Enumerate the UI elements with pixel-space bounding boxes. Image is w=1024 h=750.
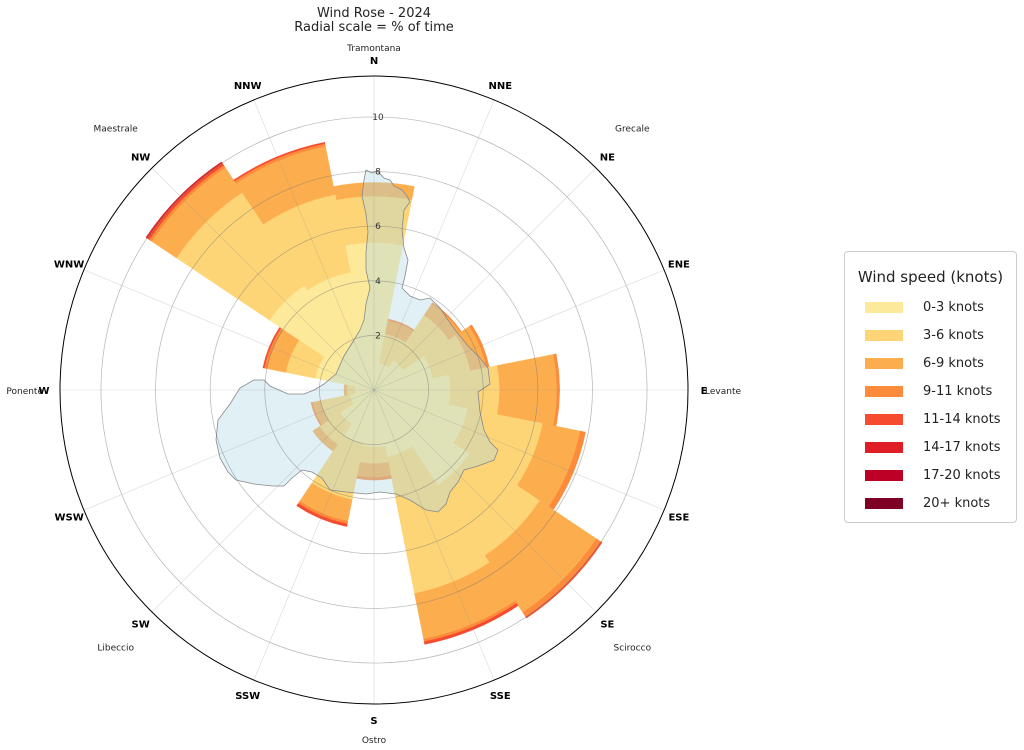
- spoke-line: [373, 389, 597, 613]
- terrain-silhouette: [215, 169, 499, 513]
- wind-name-maestrale: Maestrale: [94, 125, 139, 135]
- legend-item: 20+ knots: [865, 494, 1015, 514]
- wind-name-ostro: Ostro: [362, 736, 387, 746]
- direction-label-ssw: SSW: [235, 691, 260, 702]
- radial-tick-label: 8: [375, 168, 381, 178]
- spoke-line: [83, 389, 375, 511]
- radial-tick-label: 10: [372, 113, 384, 123]
- direction-label-sw: SW: [132, 619, 150, 630]
- bar-sw-bin-3: [312, 426, 338, 452]
- spoke-line: [83, 269, 375, 391]
- legend-swatch: [865, 330, 903, 341]
- grid-circle: [100, 116, 648, 664]
- direction-label-nw: NW: [131, 153, 150, 164]
- wind-name-grecale: Grecale: [615, 125, 650, 135]
- spoke-line: [373, 99, 495, 391]
- legend-label: 17-20 knots: [923, 468, 1001, 483]
- radial-tick-label: 2: [375, 331, 381, 341]
- wind-name-tramontana: Tramontana: [346, 44, 401, 54]
- direction-label-s: S: [370, 716, 377, 727]
- legend-label: 6-9 knots: [923, 356, 984, 371]
- legend-item: 11-14 knots: [865, 410, 1015, 430]
- spoke-line: [151, 167, 375, 391]
- direction-label-nne: NNE: [489, 81, 513, 92]
- wind-name-levante: Levante: [705, 387, 741, 397]
- direction-label-ene: ENE: [668, 260, 690, 271]
- legend-item: 6-9 knots: [865, 354, 1015, 374]
- direction-label-wnw: WNW: [54, 260, 84, 271]
- legend-label: 0-3 knots: [923, 300, 984, 315]
- direction-label-wsw: WSW: [54, 512, 83, 523]
- bar-n-bin-3: [333, 182, 415, 201]
- legend-label: 20+ knots: [923, 496, 991, 511]
- axis-labels: 2 4 6 8 10 N NNE NE ENE E ESE SE SSE S SSW SW WSW W WNW NW N…: [6, 44, 741, 746]
- legend-label: 14-17 knots: [923, 440, 1001, 455]
- legend-swatch: [865, 302, 903, 313]
- chart-subtitle: Radial scale = % of time: [294, 20, 453, 35]
- radial-tick-label: 4: [375, 277, 381, 287]
- direction-label-nnw: NNW: [234, 81, 262, 92]
- radial-tick-label: 6: [375, 222, 381, 232]
- legend-title: Wind speed (knots): [857, 268, 1004, 286]
- legend: Wind speed (knots) 0-3 knots 3-6 knots 6-9…: [844, 251, 1017, 523]
- legend-label: 9-11 knots: [923, 384, 993, 399]
- spoke-line: [373, 389, 665, 511]
- direction-label-n: N: [370, 56, 378, 67]
- legend-item: 14-17 knots: [865, 438, 1015, 458]
- chart-title: Wind Rose - 2024: [317, 6, 431, 21]
- legend-item: 0-3 knots: [865, 298, 1015, 318]
- legend-item: 3-6 knots: [865, 326, 1015, 346]
- legend-swatch: [865, 470, 903, 481]
- spoke-line: [253, 99, 375, 391]
- legend-swatch: [865, 498, 903, 509]
- wind-bars: [145, 142, 603, 645]
- bar-sse-bin-5: [423, 603, 519, 645]
- direction-label-ne: NE: [600, 153, 615, 164]
- legend-item: 17-20 knots: [865, 466, 1015, 486]
- legend-swatch: [865, 442, 903, 453]
- spoke-line: [151, 389, 375, 613]
- direction-label-w: W: [38, 386, 49, 397]
- spoke-line: [373, 269, 665, 391]
- bar-ssw-bin-5: [296, 503, 348, 527]
- bar-wsw-bin-4: [310, 402, 323, 426]
- direction-label-ese: ESE: [668, 512, 689, 523]
- grid-circle: [209, 225, 539, 555]
- grid-circle: [155, 171, 593, 609]
- grid-circle: [264, 280, 484, 500]
- outer-frame: [59, 75, 689, 705]
- legend-swatch: [865, 414, 903, 425]
- wind-name-ponente: Ponente: [6, 387, 43, 397]
- direction-label-sse: SSE: [490, 691, 511, 702]
- radial-grid: [60, 76, 688, 704]
- bar-nnw-bin-5: [233, 142, 326, 182]
- spoke-line: [373, 389, 495, 681]
- legend-swatch: [865, 358, 903, 369]
- spoke-line: [373, 167, 597, 391]
- direction-label-se: SE: [600, 619, 614, 630]
- spoke-line: [253, 389, 375, 681]
- legend-label: 3-6 knots: [923, 328, 984, 343]
- grid-circle: [319, 335, 429, 445]
- legend-label: 11-14 knots: [923, 412, 1001, 427]
- direction-label-e: E: [701, 386, 708, 397]
- legend-item: 9-11 knots: [865, 382, 1015, 402]
- wind-name-libeccio: Libeccio: [97, 643, 134, 653]
- legend-swatch: [865, 386, 903, 397]
- wind-name-scirocco: Scirocco: [614, 643, 652, 653]
